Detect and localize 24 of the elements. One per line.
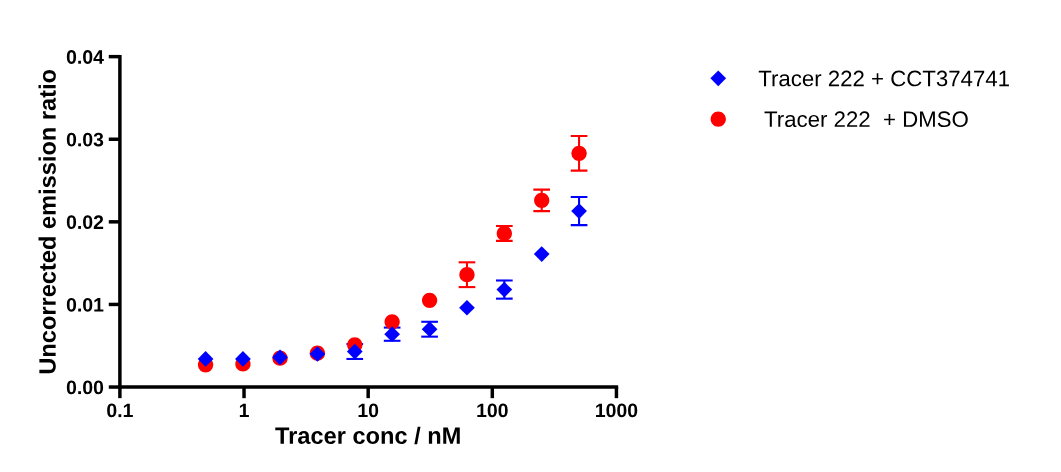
point — [459, 299, 475, 316]
point — [534, 192, 550, 208]
y-tick-label: 0.01 — [66, 297, 104, 312]
point — [384, 314, 400, 330]
x-tick-label: 100 — [477, 403, 508, 418]
point — [571, 203, 587, 219]
legend-label: Tracer 222 + CCT374741 — [758, 70, 1009, 87]
y-axis-title: Uncorrected emission ratio — [38, 69, 56, 374]
point — [571, 145, 587, 161]
x-axis-title: Tracer conc / nM — [275, 426, 460, 445]
legend-label: Tracer 222 + DMSO — [764, 111, 968, 128]
point — [235, 351, 251, 367]
x-tick-label: 1 — [239, 403, 249, 418]
point — [459, 267, 475, 283]
point — [421, 292, 438, 308]
y-tick-label: 0.04 — [66, 50, 104, 64]
x-tick-label: 1000 — [596, 403, 638, 418]
point — [533, 246, 550, 262]
point — [197, 351, 214, 367]
y-tick-label: 0.03 — [66, 132, 104, 147]
y-tick-label: 0.00 — [66, 380, 104, 395]
y-tick-label: 0.02 — [66, 215, 104, 230]
x-tick-label: 10 — [358, 403, 379, 418]
x-tick-label: 0.1 — [107, 403, 133, 418]
